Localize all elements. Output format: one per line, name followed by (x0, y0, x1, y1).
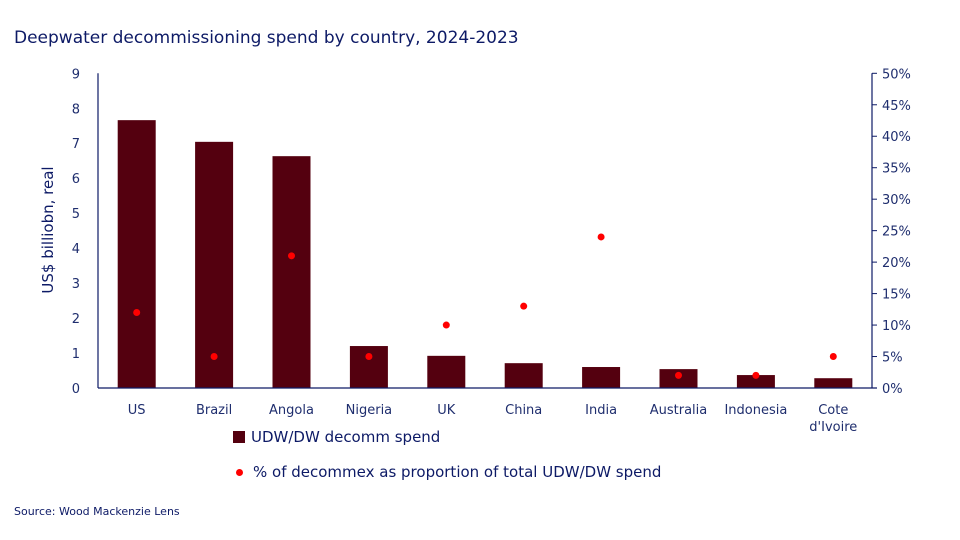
y2-tick-label: 50% (882, 67, 911, 82)
y-tick-label: 6 (72, 172, 80, 187)
pct-point-1 (210, 353, 218, 361)
pct-point-4 (442, 321, 450, 329)
y-tick-label: 5 (72, 207, 80, 222)
x-tick-label: Australia (650, 403, 708, 418)
y-tick-label: 8 (72, 102, 80, 117)
bar-3 (349, 346, 388, 388)
x-tick-label: Brazil (196, 403, 232, 418)
bar-6 (582, 367, 621, 388)
x-tick-label: Indonesia (724, 403, 787, 418)
y2-tick-label: 35% (882, 162, 911, 177)
legend-bar-swatch (233, 431, 245, 443)
legend-label-dots: % of decommex as proportion of total UDW… (253, 463, 662, 481)
legend-dot-swatch (236, 468, 243, 476)
pct-point-5 (520, 302, 528, 310)
y2-tick-label: 15% (882, 288, 911, 303)
pct-point-6 (597, 233, 605, 241)
y2-tick-label: 30% (882, 193, 911, 208)
y2-tick-label: 45% (882, 99, 911, 114)
x-tick-label: US (128, 403, 146, 418)
y2-tick-label: 20% (882, 256, 911, 271)
x-tick-label: UK (437, 403, 456, 418)
y-tick-label: 9 (72, 67, 80, 82)
y-tick-label: 0 (72, 382, 80, 397)
bar-1 (195, 141, 234, 388)
pct-point-8 (752, 371, 760, 379)
legend-item-dots: % of decommex as proportion of total UDW… (233, 463, 661, 481)
bar-4 (427, 355, 466, 388)
x-tick-label: Angola (269, 403, 314, 418)
x-tick-label: China (505, 403, 542, 418)
pct-point-9 (829, 353, 837, 361)
bar-5 (504, 363, 543, 388)
y2-tick-label: 0% (882, 382, 903, 397)
legend-label-bars: UDW/DW decomm spend (251, 428, 441, 446)
pct-point-7 (675, 371, 682, 379)
y2-tick-label: 40% (882, 130, 911, 145)
x-tick-label: Nigeria (346, 403, 393, 418)
source-note: Source: Wood Mackenzie Lens (14, 505, 180, 518)
y2-tick-label: 5% (882, 351, 903, 366)
x-tick-label: Cote d'Ivoire (809, 403, 857, 435)
bar-9 (814, 378, 853, 388)
pct-point-3 (365, 353, 373, 361)
pct-point-2 (288, 252, 295, 260)
bar-0 (117, 120, 156, 388)
chart-title: Deepwater decommissioning spend by count… (14, 28, 519, 48)
pct-point-0 (133, 308, 141, 316)
y2-tick-label: 25% (882, 225, 911, 240)
y2-tick-label: 10% (882, 319, 911, 334)
y-tick-label: 1 (72, 347, 80, 362)
legend-item-bars: UDW/DW decomm spend (233, 428, 440, 446)
y-tick-label: 7 (72, 137, 80, 152)
y-tick-label: 3 (72, 277, 80, 292)
bar-2 (272, 156, 311, 388)
bar-8 (736, 375, 775, 388)
y-tick-label: 2 (72, 312, 80, 327)
y-tick-label: 4 (72, 242, 80, 257)
x-tick-label: India (585, 403, 617, 418)
